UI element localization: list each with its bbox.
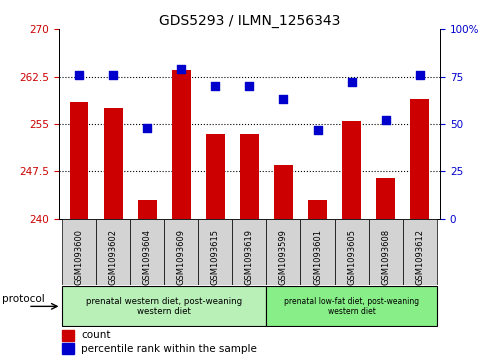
Bar	[164, 219, 198, 285]
Bar	[307, 200, 326, 219]
Bar	[300, 219, 334, 285]
Bar	[70, 102, 88, 219]
Point	[211, 83, 219, 89]
Text: GSM1093599: GSM1093599	[278, 229, 287, 285]
Point	[177, 66, 185, 72]
Bar	[266, 219, 300, 285]
Bar	[368, 219, 402, 285]
Point	[245, 83, 253, 89]
Text: percentile rank within the sample: percentile rank within the sample	[81, 344, 257, 354]
Bar	[138, 200, 156, 219]
Point	[109, 72, 117, 78]
Point	[313, 127, 321, 132]
Point	[143, 125, 151, 131]
Bar	[205, 134, 224, 219]
Text: GSM1093605: GSM1093605	[346, 229, 355, 285]
Bar	[402, 219, 436, 285]
Bar	[103, 108, 122, 219]
Text: GSM1093608: GSM1093608	[380, 229, 389, 285]
Bar	[232, 219, 266, 285]
Bar	[409, 99, 428, 219]
Bar	[342, 121, 360, 219]
Point	[415, 72, 423, 78]
Bar	[240, 134, 258, 219]
Text: GSM1093601: GSM1093601	[312, 229, 321, 285]
Point	[75, 72, 83, 78]
Text: GSM1093612: GSM1093612	[414, 229, 423, 285]
Bar	[334, 219, 368, 285]
Text: count: count	[81, 330, 110, 340]
Bar	[130, 219, 164, 285]
Text: GSM1093602: GSM1093602	[108, 229, 118, 285]
Text: prenatal low-fat diet, post-weaning
western diet: prenatal low-fat diet, post-weaning west…	[284, 297, 418, 316]
Bar	[62, 219, 96, 285]
Point	[279, 97, 287, 102]
Text: GSM1093615: GSM1093615	[210, 229, 220, 285]
Bar	[266, 286, 436, 326]
Bar	[375, 178, 394, 219]
Text: protocol: protocol	[2, 294, 45, 305]
Text: GSM1093609: GSM1093609	[177, 229, 185, 285]
Point	[347, 79, 355, 85]
Bar	[62, 330, 74, 341]
Text: GSM1093604: GSM1093604	[142, 229, 151, 285]
Bar	[273, 165, 292, 219]
Point	[381, 117, 389, 123]
Bar	[96, 219, 130, 285]
Bar	[198, 219, 232, 285]
Text: GSM1093600: GSM1093600	[75, 229, 83, 285]
Text: prenatal western diet, post-weaning
western diet: prenatal western diet, post-weaning west…	[86, 297, 242, 316]
Bar	[62, 286, 266, 326]
Bar	[172, 70, 190, 219]
Text: GSM1093619: GSM1093619	[244, 229, 253, 285]
Bar	[62, 343, 74, 354]
Title: GDS5293 / ILMN_1256343: GDS5293 / ILMN_1256343	[159, 14, 339, 28]
